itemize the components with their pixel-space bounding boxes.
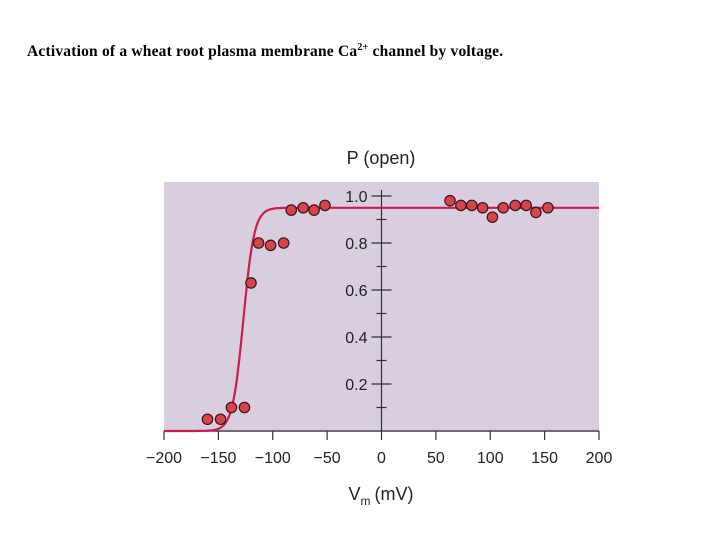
- data-point: [444, 194, 456, 207]
- data-point: [530, 206, 542, 219]
- data-point: [509, 199, 522, 212]
- data-point: [297, 201, 309, 214]
- data-point: [264, 239, 277, 252]
- data-point: [225, 401, 238, 414]
- data-point: [308, 204, 320, 216]
- data-point: [476, 201, 489, 214]
- x-axis-title: Vm (mV): [348, 484, 413, 508]
- x-tick-label: 150: [531, 450, 558, 467]
- data-point: [245, 277, 257, 289]
- data-point: [319, 199, 331, 212]
- x-axis: −200 −150 −100 −50 0 50 100 150 200: [146, 430, 613, 467]
- data-point: [486, 211, 499, 223]
- x-tick-label: −100: [255, 450, 291, 467]
- y-axis: 0.2 0.4 0.6 0.8 1.0: [345, 189, 392, 431]
- x-tick-label: −150: [200, 450, 236, 467]
- caption-text-end: channel by voltage.: [368, 43, 504, 60]
- x-tick-label: −50: [314, 450, 341, 467]
- x-tick-label: 0: [377, 450, 386, 467]
- y-tick-label: 1.0: [345, 189, 367, 206]
- slide-caption: Activation of a wheat root plasma membra…: [27, 43, 503, 61]
- x-tick-label: 200: [586, 450, 613, 467]
- y-axis-title: P (open): [347, 148, 416, 168]
- data-point: [285, 204, 298, 216]
- y-tick-label: 0.4: [345, 330, 367, 347]
- data-point: [214, 413, 227, 426]
- x-tick-label: −200: [146, 450, 182, 467]
- data-point: [238, 401, 251, 414]
- caption-superscript: 2+: [357, 42, 369, 53]
- data-point: [201, 413, 214, 426]
- data-point: [455, 199, 467, 212]
- data-point: [497, 201, 510, 214]
- y-tick-label: 0.6: [345, 283, 367, 300]
- data-point: [542, 201, 554, 214]
- data-point: [277, 237, 290, 249]
- data-points: [201, 194, 554, 426]
- x-tick-label: 100: [477, 450, 504, 467]
- data-point: [520, 199, 532, 212]
- caption-text: Activation of a wheat root plasma membra…: [27, 43, 358, 60]
- y-tick-label: 0.8: [345, 236, 367, 253]
- x-tick-label: 50: [427, 450, 445, 467]
- y-tick-label: 0.2: [345, 377, 367, 394]
- data-point: [465, 199, 478, 212]
- data-point: [252, 237, 265, 249]
